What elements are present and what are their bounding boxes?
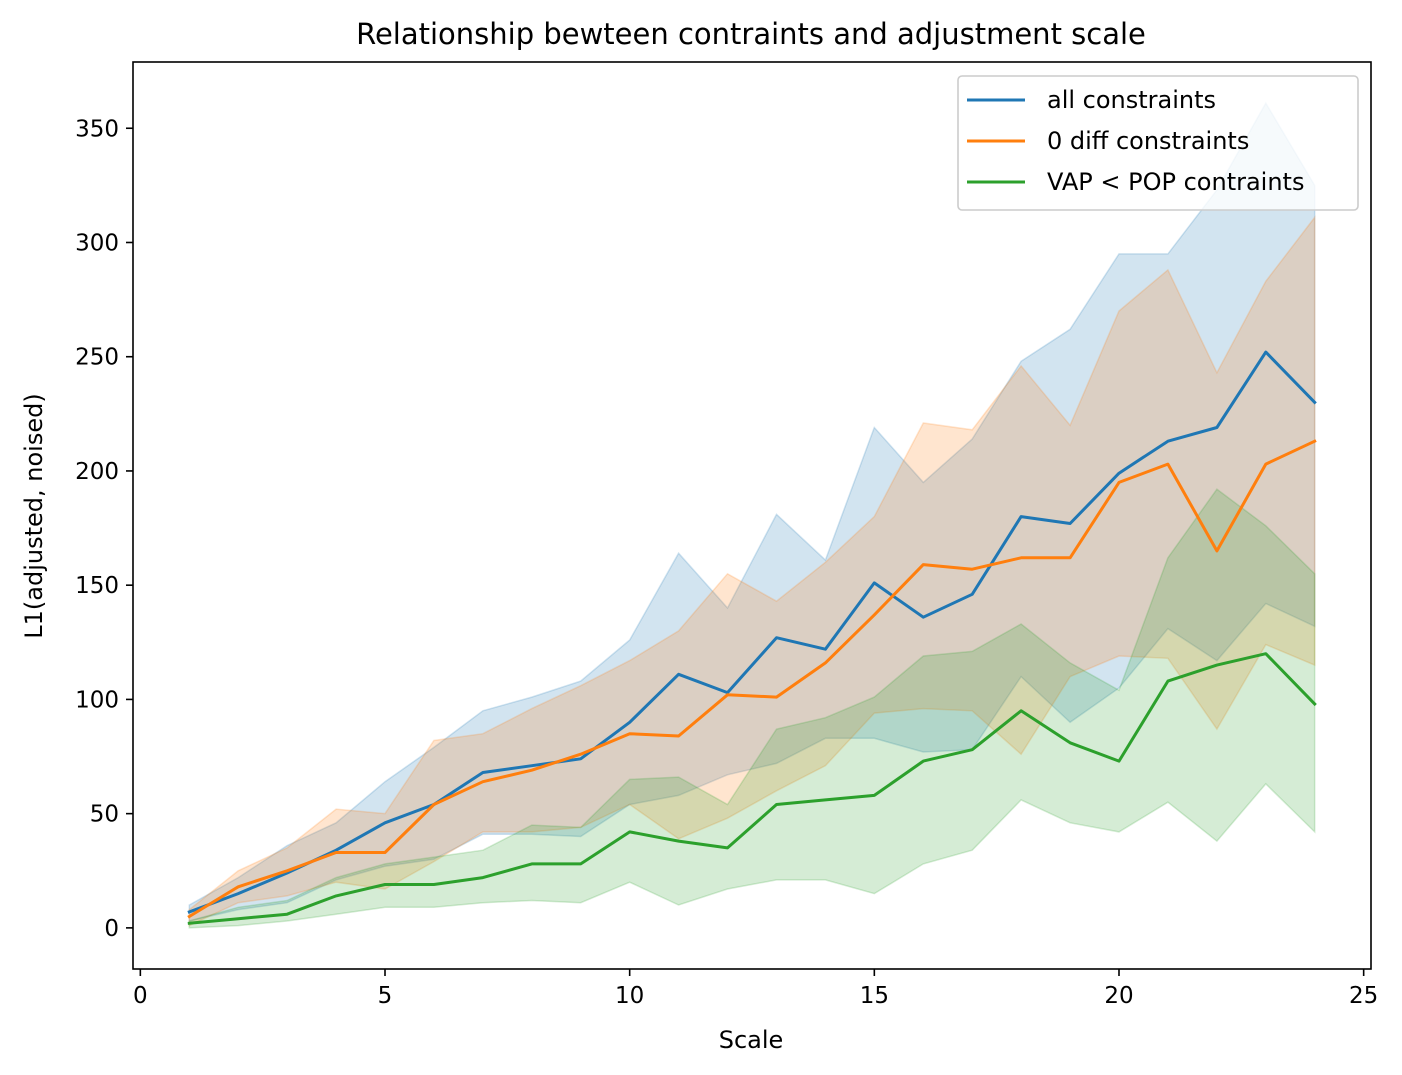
chart-title: Relationship bewteen contraints and adju… (356, 17, 1146, 51)
y-tick-label: 0 (104, 916, 119, 942)
legend: all constraints 0 diff constraints VAP < P… (957, 75, 1359, 211)
confidence-bands (188, 101, 1316, 929)
legend-label-0: all constraints (1047, 86, 1216, 114)
series-lines (187, 350, 1317, 925)
line-series-0 (187, 350, 1317, 914)
y-tick-label: 200 (75, 459, 119, 485)
x-tick-label: 0 (133, 983, 148, 1009)
x-tick-label: 15 (860, 983, 889, 1009)
x-axis: 0 5 10 15 20 25 (133, 969, 1378, 1009)
x-tick-label: 20 (1104, 983, 1133, 1009)
y-tick-label: 350 (75, 116, 119, 142)
x-tick-label: 5 (378, 983, 393, 1009)
band-series-2 (188, 488, 1316, 929)
legend-box (957, 75, 1359, 211)
x-axis-label: Scale (719, 1026, 784, 1054)
band-series-0 (188, 101, 1316, 922)
y-tick-label: 250 (75, 345, 119, 371)
y-tick-label: 100 (75, 687, 119, 713)
line-series-2 (187, 652, 1317, 925)
plot-frame (132, 61, 1372, 970)
legend-label-1: 0 diff constraints (1047, 127, 1249, 155)
x-tick-label: 10 (615, 983, 644, 1009)
y-tick-label: 50 (90, 802, 119, 828)
legend-label-2: VAP < POP contraints (1047, 168, 1304, 196)
y-axis-label: L1(adjusted, noised) (20, 393, 48, 638)
x-tick-label: 25 (1349, 983, 1378, 1009)
y-axis: 0 50 100 150 200 250 300 350 (75, 116, 133, 942)
y-tick-label: 300 (75, 230, 119, 256)
line-series-1 (187, 439, 1317, 919)
y-tick-label: 150 (75, 573, 119, 599)
band-series-1 (188, 215, 1316, 927)
